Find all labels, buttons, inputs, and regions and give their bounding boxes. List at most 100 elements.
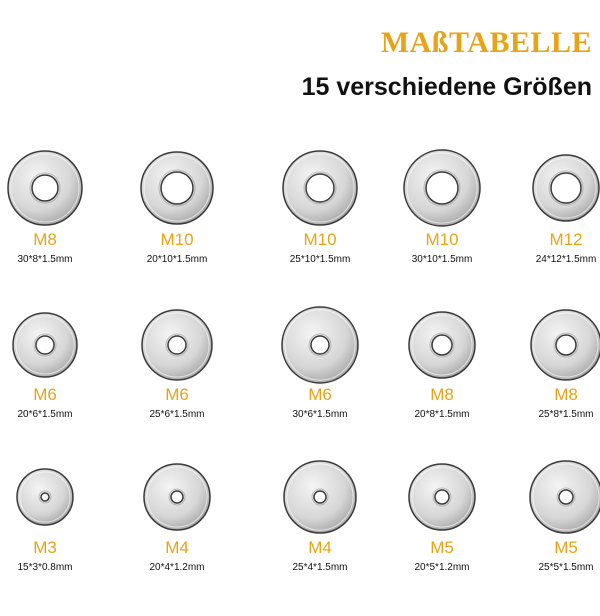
washer-hole [431,334,453,356]
washer-hole-rim [29,172,61,204]
washer-size-label: M5 [554,538,578,557]
washer-hole-rim [548,170,584,206]
washer-item: M10 25*10*1.5mm [260,148,380,298]
washer-size-label: M6 [308,385,332,404]
washer-hole [40,492,50,502]
washer-image [532,154,600,222]
washer-hole-rim [303,171,337,205]
washer-hole-rim [423,169,461,207]
washer-hole [160,171,194,205]
washer-bevel [532,463,600,531]
washer-size-label: M5 [430,538,454,557]
washer-item: M5 20*5*1.2mm [382,461,502,611]
washer-item: M4 25*4*1.5mm [260,458,380,608]
washer-dimension-label: 20*8*1.5mm [414,409,470,420]
washer-hole [550,172,582,204]
washer-dimension-label: 25*5*1.5mm [538,562,594,573]
washer-image [530,309,600,381]
washer-dimension-label: 20*4*1.2mm [149,562,205,573]
washer-image [12,312,78,378]
washer-size-label: M10 [425,230,459,249]
washer-bevel [284,309,356,381]
washer-hole-rim [556,487,576,507]
washer-hole [167,335,187,355]
page-subtitle: 15 verschiedene Größen [301,73,592,101]
washer-hole [35,335,55,355]
washer-dimension-label: 25*6*1.5mm [149,409,205,420]
washer-image [281,306,359,384]
size-chart-page: MAßTABELLE 15 verschiedene Größen M8 30*8… [0,26,600,573]
washer-image [283,460,357,534]
washer-image [403,149,481,227]
washer-size-label: M8 [430,385,454,404]
page-title: MAßTABELLE [380,26,592,59]
washer-item: M4 20*4*1.2mm [117,461,237,611]
washer-bevel [533,312,599,378]
washer-dimension-label: 25*8*1.5mm [538,409,594,420]
washer-dimension-label: 30*10*1.5mm [411,254,473,265]
washer-item: M3 15*3*0.8mm [0,466,105,616]
washer-image [140,151,214,225]
washer-item: M5 25*5*1.5mm [506,458,600,608]
washer-bevel [411,466,473,528]
washer-hole-rim [33,333,57,357]
washer-hole-rim [429,332,455,358]
washer-size-label: M8 [554,385,578,404]
washer-bevel [146,466,208,528]
washer-bevel [285,153,355,223]
washer-item: M8 30*8*1.5mm [0,148,105,298]
washer-hole-rim [165,333,189,357]
washer-hole-rim [38,490,52,504]
washer-size-label: M12 [549,230,583,249]
washer-image [408,311,476,379]
washer-dimension-label: 20*5*1.2mm [414,562,470,573]
washer-hole [310,335,330,355]
washer-dimension-label: 15*3*0.8mm [17,562,73,573]
washer-bevel [10,153,80,223]
washer-image [7,150,83,226]
washer-image [408,463,476,531]
washer-dimension-label: 25*10*1.5mm [289,254,351,265]
washer-item: M8 25*8*1.5mm [506,307,600,457]
washer-hole [555,334,577,356]
washer-item: M10 30*10*1.5mm [382,147,502,297]
washer-hole-rim [158,169,196,207]
washer-image [282,150,358,226]
washer-hole [313,490,327,504]
washer-item: M6 25*6*1.5mm [117,307,237,457]
washer-hole [425,171,459,205]
washer-dimension-label: 20*10*1.5mm [146,254,208,265]
washer-hole-rim [168,488,186,506]
washer-item: M12 24*12*1.5mm [506,152,600,302]
washer-dimension-label: 30*6*1.5mm [292,409,348,420]
washer-size-label: M4 [165,538,189,557]
washer-size-label: M10 [160,230,194,249]
washer-hole-rim [311,488,329,506]
washer-size-label: M6 [33,385,57,404]
washer-size-label: M3 [33,538,57,557]
washer-bevel [143,154,211,222]
washer-hole-rim [553,332,579,358]
washer-bevel [411,314,473,376]
washer-item: M8 20*8*1.5mm [382,309,502,459]
washer-bevel [535,157,597,219]
washer-hole [31,174,59,202]
washer-image [141,309,213,381]
washer-hole [434,489,450,505]
washer-bevel [286,463,354,531]
washer-hole-rim [308,333,332,357]
washer-hole [305,173,335,203]
washer-bevel [406,152,478,224]
washer-hole [558,489,574,505]
washer-bevel [15,315,75,375]
washer-size-label: M6 [165,385,189,404]
washer-image [143,463,211,531]
washer-hole [170,490,184,504]
washer-item: M6 30*6*1.5mm [260,304,380,454]
washer-size-label: M10 [303,230,337,249]
washer-hole-rim [432,487,452,507]
washer-dimension-label: 30*8*1.5mm [17,254,73,265]
washer-dimension-label: 24*12*1.5mm [535,254,597,265]
washer-bevel [144,312,210,378]
washer-image [529,460,600,534]
